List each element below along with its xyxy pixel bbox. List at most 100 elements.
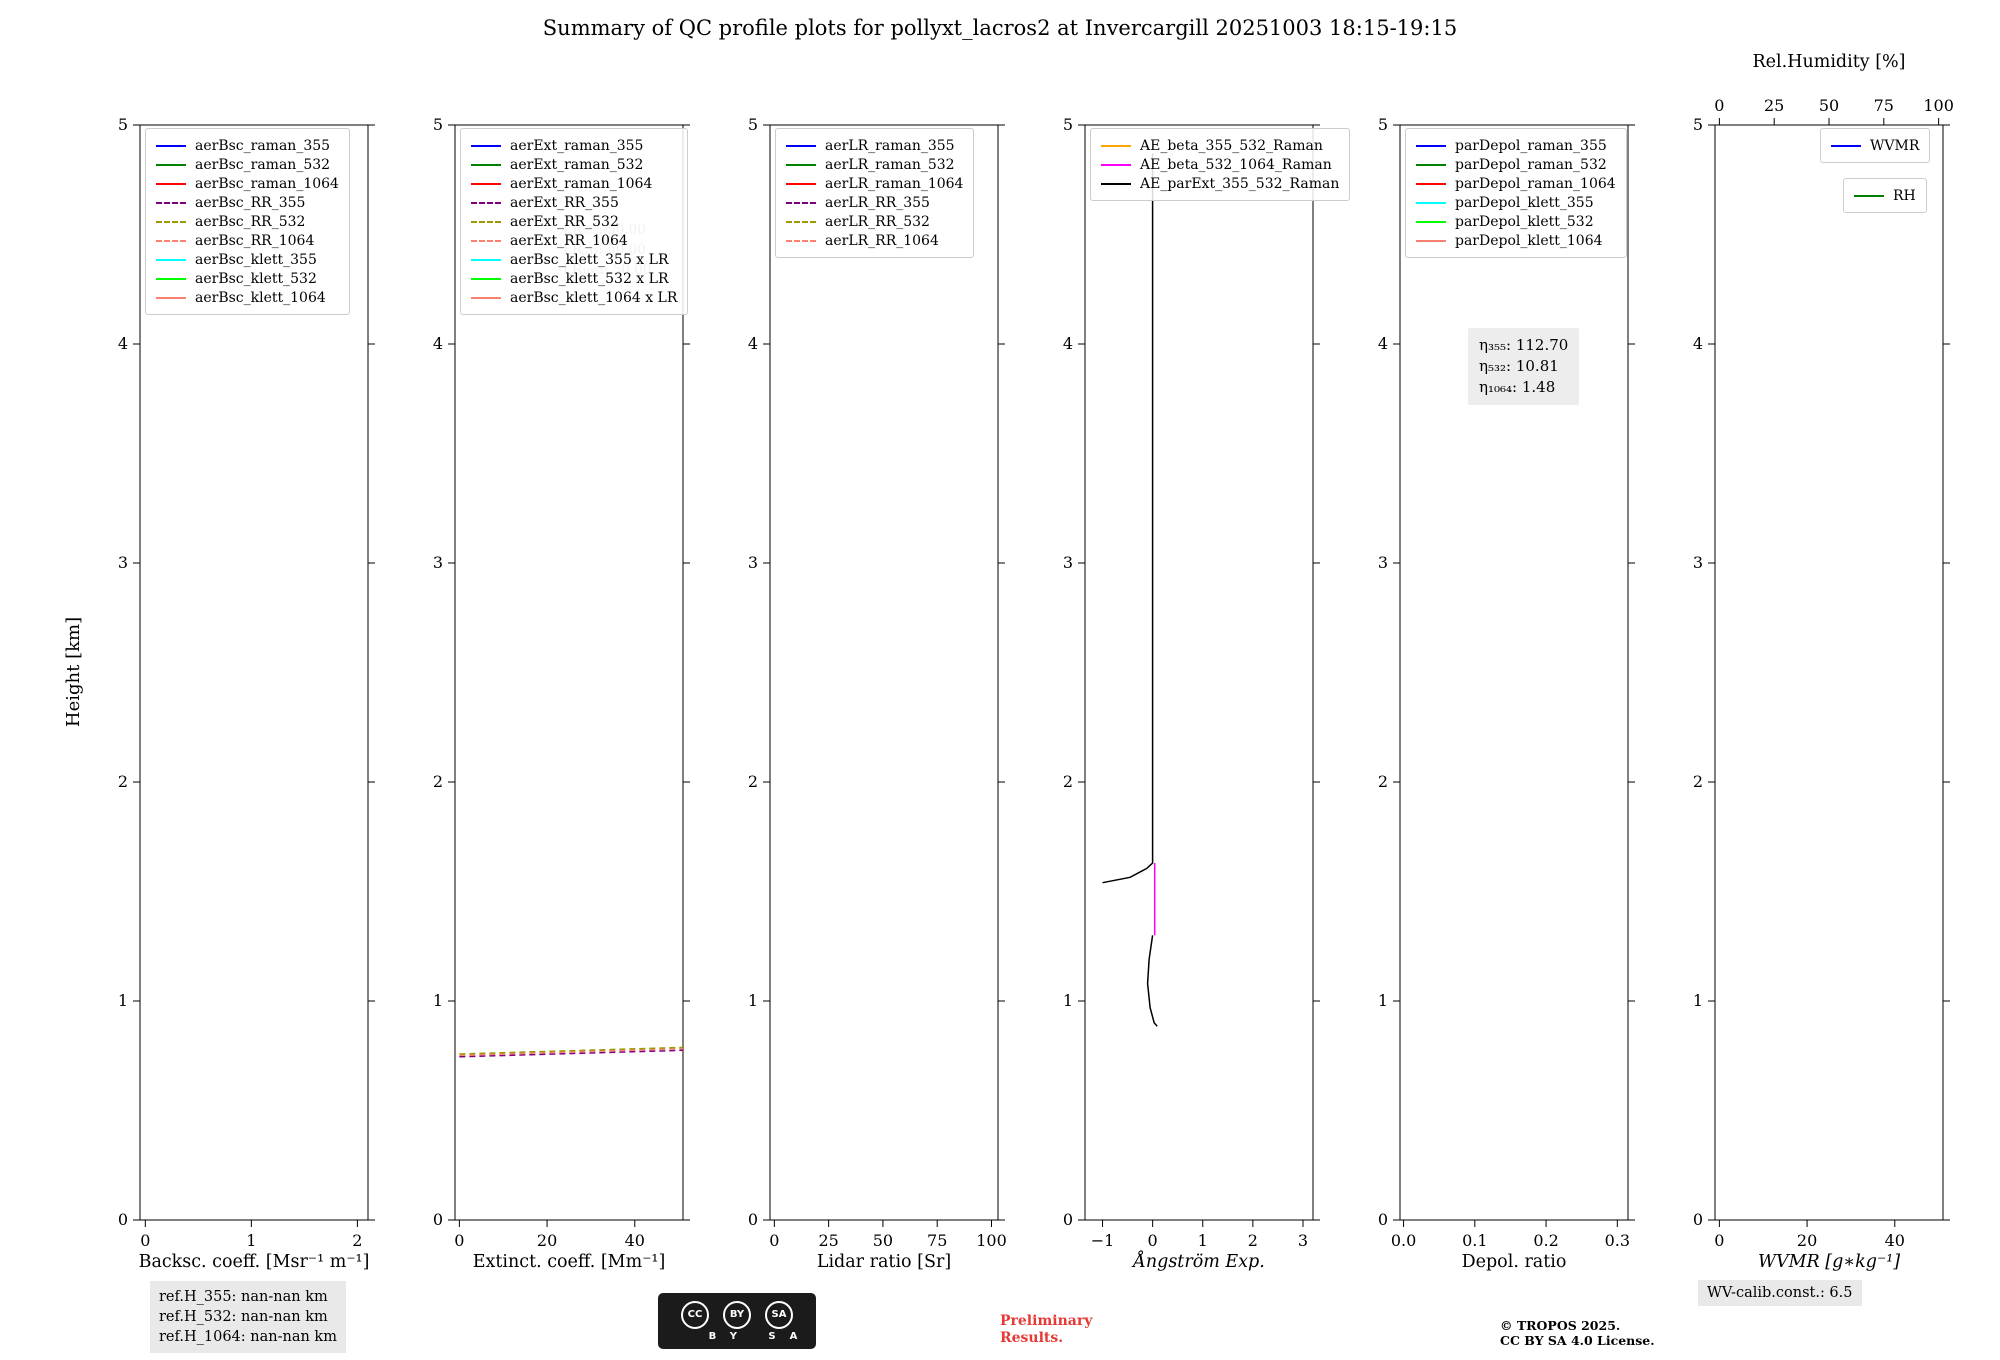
- y-tick-label: 3: [433, 553, 443, 572]
- y-tick-label: 3: [118, 553, 128, 572]
- legend-line-sample: [156, 277, 186, 280]
- legend-label: aerExt_raman_1064: [510, 175, 653, 192]
- legend-entry: parDepol_raman_532: [1416, 155, 1616, 174]
- legend-line-sample: [1101, 182, 1131, 185]
- x-tick-label: 0: [769, 1231, 779, 1250]
- reference-height-note: ref.H_355: nan-nan km ref.H_532: nan-nan…: [150, 1281, 346, 1353]
- legend-line-sample: [156, 144, 186, 147]
- legend-line-sample: [1416, 144, 1446, 147]
- legend-line-sample: [156, 239, 186, 242]
- legend-label: parDepol_raman_355: [1455, 137, 1607, 154]
- legend-entry: aerBsc_raman_355: [156, 136, 339, 155]
- legend-entry: aerLR_raman_355: [786, 136, 963, 155]
- legend-label: aerLR_RR_355: [825, 194, 930, 211]
- legend-label: aerBsc_klett_1064: [195, 289, 326, 306]
- legend-line-sample: [786, 182, 816, 185]
- legend-line-sample: [786, 220, 816, 223]
- refh-1064: ref.H_1064: nan-nan km: [159, 1329, 337, 1345]
- legend-label: aerBsc_klett_532 x LR: [510, 270, 669, 287]
- legend-entry: aerExt_RR_532: [471, 212, 677, 231]
- x-tick-label: 20: [537, 1231, 557, 1250]
- legend-wvmr-1: RH: [1843, 178, 1927, 213]
- legend-line-sample: [1416, 220, 1446, 223]
- subplot-backscatter: 0 1 2 0 1 2 3 4 5: [118, 115, 375, 1250]
- legend-entry: aerBsc_klett_1064: [156, 288, 339, 307]
- legend-label: parDepol_klett_355: [1455, 194, 1594, 211]
- legend-line-sample: [1101, 163, 1131, 166]
- legend-entry: aerExt_RR_355: [471, 193, 677, 212]
- y-tick-label: 5: [748, 115, 758, 134]
- legend-label: WVMR: [1870, 137, 1920, 154]
- x-tick-label: 0: [140, 1231, 150, 1250]
- x-axis-label-angstroem: Ångström Exp.: [1133, 1252, 1265, 1272]
- legend-entry: parDepol_klett_532: [1416, 212, 1616, 231]
- x-axis-label-lidar-ratio: Lidar ratio [Sr]: [816, 1252, 952, 1272]
- y-tick-label: 4: [1378, 334, 1388, 353]
- top-tick-label: 25: [1764, 96, 1784, 115]
- eta-calibration-annotation: η₃₅₅: 112.70 η₅₃₂: 10.81 η₁₀₆₄: 1.48: [1468, 328, 1580, 405]
- legend-entry: RH: [1854, 186, 1916, 205]
- subplot-extinction: 0 20 40 0 1 2 3 4 5: [433, 115, 690, 1250]
- x-tick-label: 0: [1148, 1231, 1158, 1250]
- legend-entry: aerExt_raman_1064: [471, 174, 677, 193]
- legend-line-sample: [471, 277, 501, 280]
- legend-line-sample: [156, 220, 186, 223]
- legend-line-sample: [786, 201, 816, 204]
- legend-entry: parDepol_raman_1064: [1416, 174, 1616, 193]
- legend-label: parDepol_raman_532: [1455, 156, 1607, 173]
- legend-line-sample: [156, 201, 186, 204]
- eta-355-value: η₃₅₅: 112.70: [1479, 336, 1569, 354]
- y-tick-label: 2: [1693, 772, 1703, 791]
- y-tick-label: 1: [1063, 991, 1073, 1010]
- legend-line-sample: [1854, 194, 1884, 197]
- x-tick-label: 50: [873, 1231, 893, 1250]
- legend-entry: aerLR_RR_1064: [786, 231, 963, 250]
- x-tick-label: 3: [1298, 1231, 1308, 1250]
- legend-line-sample: [471, 201, 501, 204]
- legend-label: aerBsc_klett_355: [195, 251, 317, 268]
- legend-entry: aerBsc_klett_355: [156, 250, 339, 269]
- legend-entry: aerLR_RR_355: [786, 193, 963, 212]
- y-tick-label: 1: [118, 991, 128, 1010]
- y-tick-label: 0: [1693, 1210, 1703, 1229]
- cc-icon: CC: [681, 1300, 709, 1329]
- legend-entry: aerExt_RR_1064: [471, 231, 677, 250]
- legend-line-sample: [786, 144, 816, 147]
- legend-label: aerBsc_raman_1064: [195, 175, 339, 192]
- top-tick-label: 100: [1923, 96, 1954, 115]
- x-tick-label: 0.0: [1391, 1231, 1416, 1250]
- legend-line-sample: [471, 163, 501, 166]
- legend-line-sample: [156, 182, 186, 185]
- legend-depolarization-0: parDepol_raman_355 parDepol_raman_532 parD…: [1405, 128, 1627, 258]
- legend-angstroem-exponent-0: AE_beta_355_532_Raman AE_beta_532_1064_Ra…: [1090, 128, 1351, 201]
- y-tick-label: 1: [1693, 991, 1703, 1010]
- legend-line-sample: [1416, 239, 1446, 242]
- legend-label: aerLR_RR_532: [825, 213, 930, 230]
- x-axis-label-wvmr: WVMR [g∗kg⁻¹]: [1757, 1252, 1901, 1272]
- legend-entry: aerLR_RR_532: [786, 212, 963, 231]
- x-tick-label: 0: [1714, 1231, 1724, 1250]
- x-tick-label: 0: [454, 1231, 464, 1250]
- legend-label: aerBsc_RR_355: [195, 194, 306, 211]
- legend-line-sample: [1416, 182, 1446, 185]
- y-tick-label: 0: [1063, 1210, 1073, 1229]
- cc-badge-caption: BY SA: [708, 1330, 812, 1342]
- y-tick-label: 5: [1693, 115, 1703, 134]
- legend-label: AE_parExt_355_532_Raman: [1140, 175, 1340, 192]
- x-axis-label-depol: Depol. ratio: [1461, 1252, 1567, 1272]
- refh-532: ref.H_532: nan-nan km: [159, 1309, 328, 1325]
- tropos-copyright: © TROPOS 2025.: [1500, 1318, 1621, 1333]
- legend-label: parDepol_klett_532: [1455, 213, 1594, 230]
- legend-entry: WVMR: [1831, 136, 1919, 155]
- cc-icon-row: CC BY SA: [681, 1300, 793, 1329]
- y-tick-label: 1: [748, 991, 758, 1010]
- y-tick-label: 0: [118, 1210, 128, 1229]
- legend-entry: aerExt_raman_355: [471, 136, 677, 155]
- legend-entry: parDepol_klett_355: [1416, 193, 1616, 212]
- subplot-depolarization: 0.0 0.1 0.2 0.3 0 1 2 3 4 5: [1378, 115, 1635, 1250]
- series-aerExt_RR_532: [459, 1046, 684, 1055]
- y-tick-label: 5: [433, 115, 443, 134]
